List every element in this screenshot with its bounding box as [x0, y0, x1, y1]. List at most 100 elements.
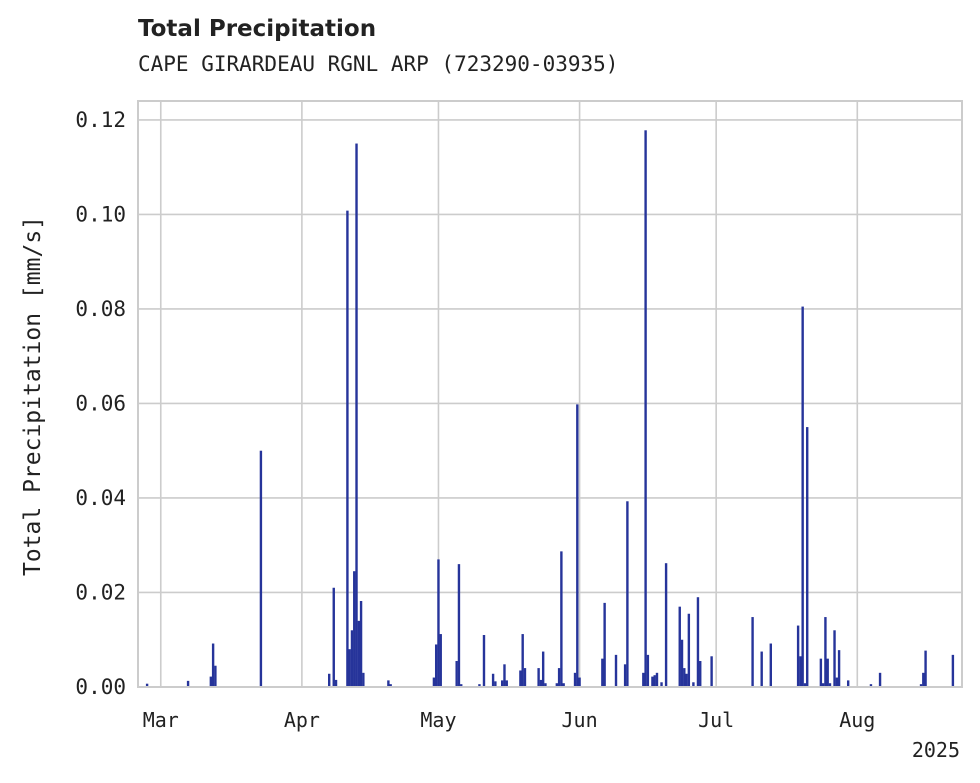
precipitation-bar [642, 672, 645, 687]
precipitation-bar [539, 679, 543, 687]
y-tick-label: 0.02 [75, 580, 126, 604]
precipitation-bar [505, 680, 508, 687]
precipitation-bar [555, 683, 559, 687]
precipitation-bar [359, 600, 363, 687]
precipitation-bar [560, 551, 563, 687]
y-tick-label: 0.08 [75, 297, 126, 321]
y-tick-label: 0.10 [75, 202, 126, 226]
precipitation-bar [334, 679, 338, 687]
precipitation-bar [350, 630, 354, 687]
y-tick-label: 0.12 [75, 108, 126, 132]
precipitation-bar [664, 563, 668, 687]
precipitation-bar [710, 656, 713, 687]
precipitation-bar [846, 680, 850, 687]
precipitation-bar [614, 654, 618, 687]
precipitation-bar [145, 683, 149, 687]
y-tick-label: 0.04 [75, 486, 126, 510]
precipitation-bar [362, 672, 365, 687]
y-axis-ticks: 0.00 0.02 0.04 0.06 0.08 0.10 0.12 [75, 108, 126, 699]
precipitation-bar [557, 668, 561, 687]
precipitation-bar [214, 665, 217, 687]
precipitation-bar [878, 672, 882, 687]
precipitation-bar [660, 682, 663, 687]
precipitation-bar [806, 427, 809, 687]
precipitation-bar [655, 672, 659, 687]
precipitation-bar [346, 210, 349, 687]
precipitation-bar [769, 643, 772, 687]
precipitation-bar [837, 650, 841, 687]
precipitation-bar [209, 676, 213, 687]
y-axis-label: Total Precipitation [mm/s] [20, 216, 46, 576]
precipitation-bar [211, 643, 215, 687]
precipitation-bar [562, 683, 565, 687]
precipitation-bar [919, 684, 923, 687]
precipitation-bar [819, 658, 823, 687]
chart-title: Total Precipitation [138, 16, 377, 42]
precipitation-bar [578, 677, 581, 687]
precipitation-bar [833, 630, 836, 687]
precipitation-bar [678, 606, 681, 687]
precipitation-bar [521, 634, 524, 687]
precipitation-bar [348, 649, 351, 687]
precipitation-bar [437, 559, 440, 687]
precipitation-bar [328, 673, 331, 687]
plot-frame [137, 100, 963, 688]
precipitation-bar [332, 587, 335, 687]
y-tick-label: 0.06 [75, 391, 126, 415]
x-tick-label: Apr [284, 708, 320, 732]
precipitation-bar [835, 677, 839, 687]
x-tick-label: Mar [143, 708, 179, 732]
precipitation-bar [826, 658, 829, 687]
precipitation-bar [696, 597, 700, 687]
precipitation-bar [821, 683, 825, 687]
precipitation-bar [601, 658, 604, 687]
precipitation-bar [455, 661, 458, 687]
precipitation-bar [494, 681, 497, 687]
precipitation-bar [692, 682, 695, 687]
precipitation-bar [491, 673, 495, 687]
precipitation-bar [644, 130, 647, 688]
precipitation-bar [259, 450, 263, 687]
x-axis-ticks: Mar Apr May Jun Jul Aug [143, 708, 876, 732]
precipitation-bar [503, 664, 506, 687]
precipitation-bar [186, 680, 190, 687]
precipitation-bar [432, 677, 436, 687]
precipitation-bars [145, 130, 955, 688]
precipitation-bar [623, 664, 627, 687]
precipitation-bar [523, 668, 527, 687]
precipitation-bar [869, 684, 873, 687]
precipitation-bar [603, 602, 606, 687]
precipitation-bar [699, 661, 702, 687]
grid-lines [138, 101, 962, 688]
precipitation-bar [544, 683, 547, 687]
precipitation-bar [439, 634, 442, 687]
precipitation-bar [799, 656, 802, 687]
y-tick-label: 0.00 [75, 675, 126, 699]
precipitation-bar [828, 683, 832, 687]
precipitation-bar [460, 684, 463, 687]
precipitation-bar [537, 668, 540, 687]
x-tick-label: Jul [698, 708, 734, 732]
precipitation-bar [353, 571, 356, 687]
precipitation-bar [651, 676, 654, 687]
chart-subtitle: CAPE GIRARDEAU RGNL ARP (723290-03935) [138, 52, 619, 76]
precipitation-bar [687, 613, 691, 687]
precipitation-bar [576, 404, 579, 687]
precipitation-bar [680, 639, 684, 687]
precipitation-bar [387, 680, 390, 687]
precipitation-bar [685, 673, 688, 687]
precipitation-bar [626, 501, 629, 687]
precipitation-bar [355, 143, 358, 688]
x-tick-label: Aug [839, 708, 875, 732]
precipitation-bar [500, 680, 504, 687]
precipitation-bar [389, 684, 392, 687]
precipitation-bar [951, 654, 955, 687]
precipitation-bar [760, 651, 763, 687]
precipitation-bar [922, 672, 925, 687]
precipitation-bar [478, 684, 481, 687]
precipitation-bar [573, 672, 577, 687]
precipitation-bar [751, 617, 754, 687]
precipitation-bar [801, 306, 804, 687]
precipitation-bar [803, 683, 807, 687]
